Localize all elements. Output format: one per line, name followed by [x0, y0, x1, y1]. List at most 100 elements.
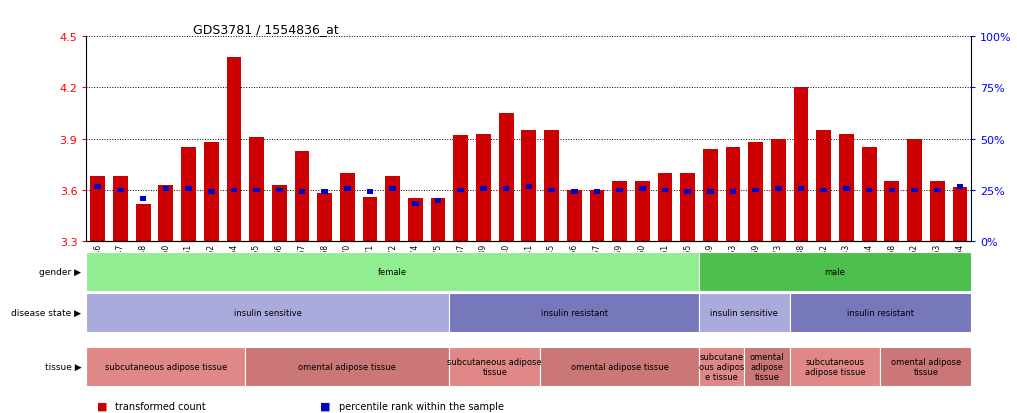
Bar	[684, 190, 691, 195]
Bar	[272, 185, 287, 242]
Text: percentile rank within the sample: percentile rank within the sample	[339, 401, 503, 411]
Bar	[340, 173, 355, 242]
Text: insulin resistant: insulin resistant	[541, 309, 608, 317]
Text: subcutaneous adipose
tissue: subcutaneous adipose tissue	[447, 357, 542, 376]
Bar	[775, 186, 782, 191]
Text: tissue ▶: tissue ▶	[45, 362, 81, 371]
Bar	[295, 151, 309, 242]
Text: female: female	[378, 267, 407, 276]
Bar	[703, 150, 718, 242]
Bar	[749, 143, 763, 242]
Bar	[344, 186, 351, 191]
Bar	[793, 88, 809, 242]
Bar	[730, 190, 736, 195]
Bar	[249, 138, 264, 242]
Bar	[185, 186, 192, 191]
Bar	[95, 185, 101, 190]
Bar	[571, 190, 578, 195]
Text: ■: ■	[97, 401, 111, 411]
Bar	[317, 194, 332, 242]
Bar	[113, 177, 128, 242]
Bar	[797, 186, 804, 191]
Bar	[612, 182, 626, 242]
Bar	[548, 188, 555, 193]
Text: GDS3781 / 1554836_at: GDS3781 / 1554836_at	[192, 23, 339, 36]
Text: omental
adipose
tissue: omental adipose tissue	[750, 352, 784, 381]
Text: subcutane
ous adipos
e tissue: subcutane ous adipos e tissue	[699, 352, 744, 381]
Bar	[431, 199, 445, 242]
Bar	[159, 185, 173, 242]
Bar	[590, 190, 604, 242]
Text: transformed count: transformed count	[115, 401, 205, 411]
Bar	[207, 190, 215, 195]
Bar	[726, 148, 740, 242]
Bar	[843, 186, 850, 191]
Bar	[594, 190, 600, 195]
Bar	[957, 185, 963, 190]
Bar	[680, 173, 695, 242]
Bar	[385, 177, 400, 242]
Bar	[458, 188, 464, 193]
Bar	[276, 188, 283, 193]
Bar	[390, 186, 396, 191]
Bar	[526, 185, 532, 190]
Bar	[821, 188, 827, 193]
Bar	[907, 140, 921, 242]
Text: male: male	[825, 267, 845, 276]
Text: subcutaneous
adipose tissue: subcutaneous adipose tissue	[804, 357, 865, 376]
Text: omental adipose tissue: omental adipose tissue	[298, 362, 397, 371]
Bar	[817, 131, 831, 242]
Bar	[136, 204, 151, 242]
Bar	[953, 187, 967, 242]
Bar	[408, 199, 423, 242]
Bar	[861, 148, 877, 242]
Bar	[163, 186, 169, 191]
Bar	[934, 188, 941, 193]
Bar	[117, 188, 124, 193]
Bar	[662, 188, 668, 193]
Bar	[707, 190, 714, 195]
Bar	[616, 188, 622, 193]
Bar	[771, 140, 786, 242]
Text: gender ▶: gender ▶	[40, 267, 81, 276]
Bar	[140, 197, 146, 202]
Bar	[181, 148, 196, 242]
Bar	[454, 136, 468, 242]
Bar	[321, 190, 327, 195]
Bar	[566, 190, 582, 242]
Bar	[865, 188, 873, 193]
Bar	[231, 188, 237, 193]
Bar	[658, 173, 672, 242]
Bar	[639, 186, 646, 191]
Bar	[299, 190, 305, 195]
Bar	[930, 182, 945, 242]
Text: subcutaneous adipose tissue: subcutaneous adipose tissue	[105, 362, 227, 371]
Bar	[911, 188, 917, 193]
Text: omental adipose tissue: omental adipose tissue	[571, 362, 668, 371]
Bar	[889, 188, 895, 193]
Bar	[839, 134, 854, 242]
Bar	[91, 177, 105, 242]
Text: ■: ■	[320, 401, 335, 411]
Bar	[435, 198, 441, 203]
Bar	[227, 58, 241, 242]
Bar	[367, 190, 373, 195]
Text: insulin sensitive: insulin sensitive	[234, 309, 302, 317]
Text: insulin resistant: insulin resistant	[847, 309, 914, 317]
Bar	[522, 131, 536, 242]
Bar	[203, 143, 219, 242]
Bar	[498, 114, 514, 242]
Bar	[412, 202, 419, 206]
Bar	[544, 131, 559, 242]
Text: insulin sensitive: insulin sensitive	[711, 309, 778, 317]
Bar	[480, 186, 487, 191]
Bar	[885, 182, 899, 242]
Bar	[253, 188, 260, 193]
Text: disease state ▶: disease state ▶	[11, 309, 81, 317]
Bar	[476, 134, 491, 242]
Bar	[363, 197, 377, 242]
Text: omental adipose
tissue: omental adipose tissue	[891, 357, 961, 376]
Bar	[502, 186, 510, 191]
Bar	[753, 188, 759, 193]
Bar	[635, 182, 650, 242]
